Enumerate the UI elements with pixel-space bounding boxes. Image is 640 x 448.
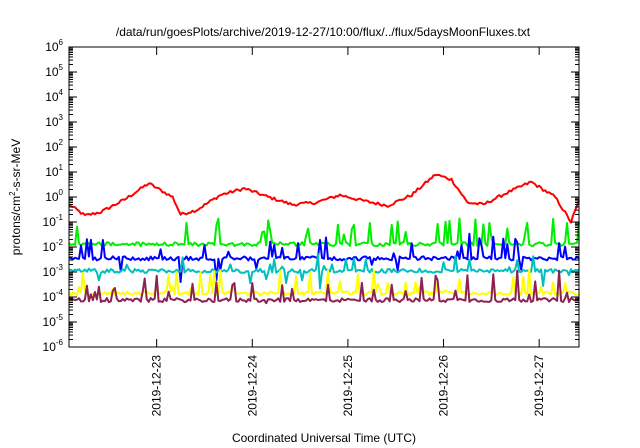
x-tick-label: 2019-12-27: [532, 355, 546, 417]
x-tick-label: 2019-12-25: [341, 355, 355, 417]
series-layer: [68, 174, 580, 305]
y-tick-label: 10-2: [43, 238, 64, 254]
series-line: [68, 232, 580, 283]
x-axis-label: Coordinated Universal Time (UTC): [232, 431, 416, 445]
y-axis-label-tail: -s-sr-MeV: [9, 139, 23, 192]
series-line: [68, 269, 580, 305]
y-tick-label: 104: [45, 88, 63, 104]
y-tick-label: 101: [45, 163, 63, 179]
x-tick-label: 2019-12-24: [245, 355, 259, 417]
y-tick-label: 10-1: [43, 213, 64, 229]
series-line: [68, 174, 580, 224]
y-tick-label: 10-4: [43, 288, 64, 304]
y-axis-label-main: protons/cm: [9, 196, 23, 255]
y-axis-label-superscript: 2: [8, 191, 17, 196]
y-tick-label: 105: [45, 63, 63, 79]
y-tick-label: 10-6: [43, 338, 64, 354]
x-axis: 2019-12-23 2019-12-24 2019-12-25 2019-12-26…: [150, 47, 546, 417]
y-axis: 10-6 10-5 10-4 10-3 10-2 10-1 100 101 102 103 104 1…: [43, 38, 579, 354]
y-tick-label: 103: [45, 113, 63, 129]
y-tick-label: 10-5: [43, 313, 64, 329]
series-line: [69, 252, 580, 290]
y-tick-label: 102: [45, 138, 63, 154]
x-tick-label: 2019-12-23: [150, 355, 164, 417]
y-axis-label: protons/cm2-s-sr-MeV: [8, 139, 23, 255]
x-tick-label: 2019-12-26: [437, 355, 451, 417]
y-tick-label: 100: [45, 188, 63, 204]
y-tick-label: 106: [45, 38, 63, 54]
chart-title: /data/run/goesPlots/archive/2019-12-27/1…: [116, 25, 531, 39]
y-tick-label: 10-3: [43, 263, 64, 279]
